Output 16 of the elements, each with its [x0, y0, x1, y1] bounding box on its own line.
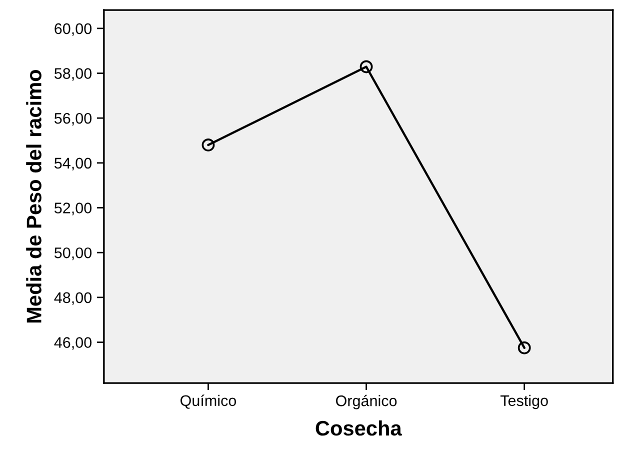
y-tick-label: 46,00 — [54, 337, 92, 350]
point — [518, 341, 531, 354]
x-tick-label: Orgánico — [336, 394, 397, 410]
y-tick-label: 60,00 — [54, 23, 92, 36]
y-tick-label: 58,00 — [54, 68, 92, 81]
y-tick-label: 50,00 — [54, 247, 92, 260]
point — [360, 60, 373, 74]
x-tick-label: Testigo — [500, 394, 548, 410]
y-tick-label: 48,00 — [54, 292, 92, 305]
y-tick-label: 56,00 — [54, 112, 92, 126]
x-tick-label: Químico — [180, 394, 236, 409]
x-axis-title: Cosecha — [316, 420, 402, 436]
y-axis-title: Media de Peso del racimo — [26, 70, 42, 322]
y-tick-label: 52,00 — [54, 202, 92, 216]
y-tick-label: 54,00 — [54, 158, 92, 170]
point — [202, 138, 215, 152]
